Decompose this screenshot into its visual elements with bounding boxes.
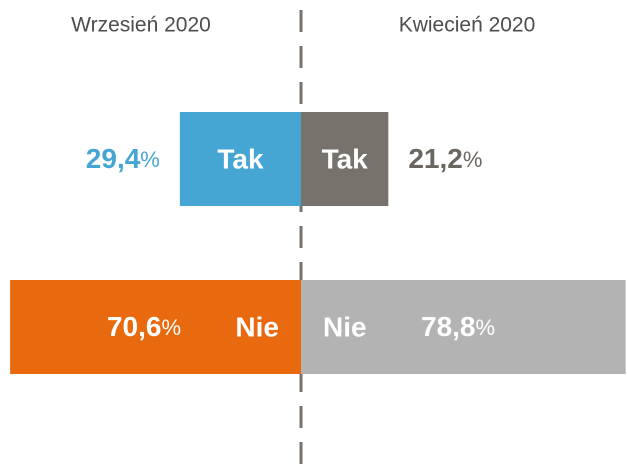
bar <box>10 280 302 374</box>
category-label: Nie <box>323 311 367 342</box>
bar <box>179 112 301 206</box>
category-label: Tak <box>322 143 369 174</box>
value-label: 70,6% <box>107 311 181 342</box>
category-label: Nie <box>235 311 279 342</box>
value-label: 78,8% <box>421 311 495 342</box>
value-label: 29,4% <box>86 143 160 174</box>
bar <box>301 280 626 374</box>
value-label: 21,2% <box>408 143 482 174</box>
bar <box>301 112 389 206</box>
legend-right: Kwiecień 2020 <box>399 14 536 37</box>
category-label: Tak <box>217 143 264 174</box>
legend-left: Wrzesień 2020 <box>71 14 211 37</box>
